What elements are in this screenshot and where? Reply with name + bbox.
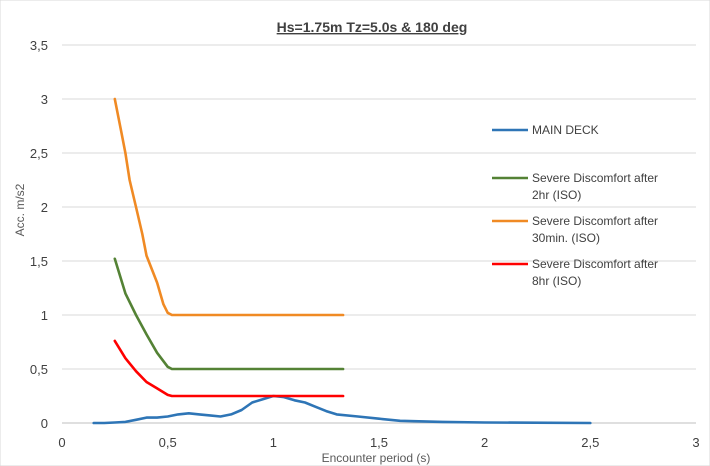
x-tick-label: 3 [692,435,699,450]
series-layer [92,97,592,425]
legend-item: Severe Discomfort after 8hr (ISO) [492,257,658,288]
x-axis-ticks: 0 0,5 1 1,5 2 2,5 3 [58,435,699,450]
legend-item: Severe Discomfort after 30min. (ISO) [492,214,658,245]
y-tick-label: 1 [41,308,48,323]
legend-label: 2hr (ISO) [532,188,581,202]
y-tick-label: 0 [41,416,48,431]
legend-label: MAIN DECK [532,123,599,137]
legend-label: Severe Discomfort after [532,214,658,228]
y-tick-label: 2 [41,200,48,215]
chart-title: Hs=1.75m Tz=5.0s & 180 deg [277,19,468,35]
y-tick-label: 3,5 [30,38,48,53]
x-tick-label: 0,5 [159,435,177,450]
legend-item: Severe Discomfort after 2hr (ISO) [492,171,658,202]
y-axis-label: Acc. m/s2 [13,183,27,236]
legend-label: 8hr (ISO) [532,274,581,288]
series-line-3 [113,339,345,398]
legend-label: Severe Discomfort after [532,257,658,271]
legend-item: MAIN DECK [492,123,599,137]
x-tick-label: 1,5 [370,435,388,450]
y-tick-label: 2,5 [30,146,48,161]
gridlines [62,44,696,424]
legend: MAIN DECK Severe Discomfort after 2hr (ISO… [492,123,658,288]
y-tick-label: 1,5 [30,254,48,269]
y-tick-label: 0,5 [30,362,48,377]
x-tick-label: 2,5 [581,435,599,450]
y-axis-ticks: 0 0,5 1 1,5 2 2,5 3 3,5 [30,38,48,431]
series-line-0 [92,394,592,425]
series-line-2 [113,97,345,317]
x-tick-label: 1 [270,435,277,450]
legend-label: 30min. (ISO) [532,231,600,245]
y-tick-label: 3 [41,92,48,107]
x-tick-label: 2 [481,435,488,450]
x-axis-label: Encounter period (s) [322,451,431,465]
series-line-1 [113,257,345,371]
legend-label: Severe Discomfort after [532,171,658,185]
x-tick-label: 0 [58,435,65,450]
